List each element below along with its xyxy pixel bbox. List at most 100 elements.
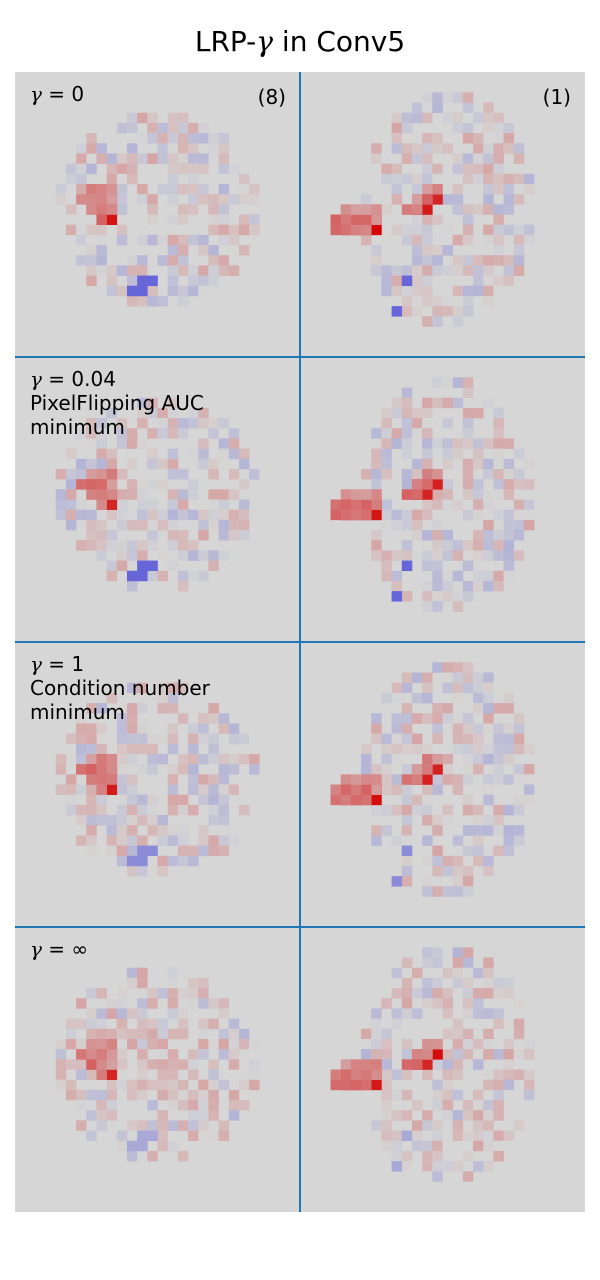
heatmap-cell [116,804,128,816]
heatmap-cell [167,224,179,236]
heatmap-cell [157,570,168,582]
heatmap-cell [483,774,494,785]
heatmap-cell [432,560,443,572]
heatmap-cell [76,1059,87,1070]
heatmap-cell [188,407,199,419]
heatmap-cell [391,713,403,724]
heatmap-cell [422,194,433,205]
heatmap-cell [137,183,148,195]
heatmap-cell [401,112,413,124]
heatmap-cell [401,489,413,500]
heatmap-cell [106,530,118,541]
heatmap-cell [462,1059,474,1070]
heatmap-cell [177,255,189,266]
heatmap-cell [371,499,382,510]
heatmap-cell [96,988,107,999]
heatmap-panel-r4-c2 [300,927,585,1212]
heatmap-cell [503,509,515,521]
heatmap-cell [157,479,168,490]
heatmap-cell [126,794,138,806]
heatmap-cell [483,122,494,134]
heatmap-cell [493,173,504,185]
heatmap-cell [422,479,433,490]
heatmap-cell [442,1069,453,1080]
heatmap-cell [167,1008,179,1019]
heatmap-cell [432,886,443,897]
heatmap-cell [503,265,515,276]
heatmap-cell [76,764,87,775]
heatmap-cell [401,519,413,531]
heatmap-cell [493,112,504,124]
heatmap-cell [503,1079,515,1091]
gamma-label: γ = 0.04 PixelFlipping AUC minimum [30,367,204,439]
heatmap-cell [513,519,525,531]
heatmap-cell [452,743,464,755]
heatmap-cell [371,458,382,470]
heatmap-cell [422,1171,433,1182]
heatmap-cell [167,163,179,175]
heatmap-cell [350,489,362,500]
heatmap-cell [503,438,515,449]
heatmap-cell [442,815,453,826]
heatmap-cell [86,479,97,490]
heatmap-cell [96,1120,107,1131]
heatmap-cell [432,245,443,256]
heatmap-cell [401,692,413,704]
heatmap-cell [167,703,179,714]
heatmap-cell [177,1018,189,1030]
heatmap-cell [147,865,158,877]
heatmap-cell [198,998,209,1009]
heatmap-cell [473,774,484,785]
heatmap-cell [503,845,515,857]
heatmap-cell [432,163,443,175]
heatmap-cell [126,1079,138,1091]
heatmap-cell [137,1049,148,1060]
heatmap-cell [177,285,189,297]
heatmap-cell [96,194,107,205]
heatmap-cell [483,295,494,307]
heatmap-cell [462,967,474,979]
heatmap-cell [188,183,199,195]
heatmap-cell [238,1079,250,1091]
heatmap-cell [218,835,230,846]
heatmap-cell [228,733,240,745]
heatmap-cell [218,194,230,205]
heatmap-cell [76,479,87,490]
heatmap-cell [513,153,525,164]
heatmap-cell [188,143,199,154]
heatmap-panel-r3-c2 [300,642,585,927]
heatmap-cell [157,865,168,877]
heatmap-cell [401,682,413,694]
heatmap-cell [137,743,148,755]
heatmap-cell [483,713,494,724]
heatmap-cell [401,438,413,449]
heatmap-cell [86,1110,97,1121]
heatmap-cell [116,713,128,724]
heatmap-cell [361,1059,372,1070]
heatmap-cell [462,743,474,755]
heatmap-cell [493,703,504,714]
heatmap-cell [442,112,453,124]
heatmap-cell [86,1130,97,1142]
heatmap-cell [432,988,443,999]
heatmap-cell [401,764,413,775]
heatmap-cell [96,1028,107,1040]
heatmap-cell [432,580,443,592]
heatmap-cell [65,479,77,490]
heatmap-cell [452,550,464,561]
heatmap-cell [391,1008,403,1019]
gamma-symbol: γ [30,937,42,961]
heatmap-cell [442,143,453,154]
heatmap-cell [462,285,474,297]
heatmap-cell [432,774,443,785]
heatmap-cell [503,275,515,287]
heatmap-cell [391,723,403,734]
heatmap-cell [473,733,484,745]
heatmap-cell [157,855,168,867]
heatmap-cell [238,753,250,765]
heatmap-cell [391,143,403,154]
heatmap-cell [96,723,107,734]
heatmap-cell [401,804,413,816]
heatmap-cell [177,570,189,582]
heatmap-cell [422,550,433,561]
